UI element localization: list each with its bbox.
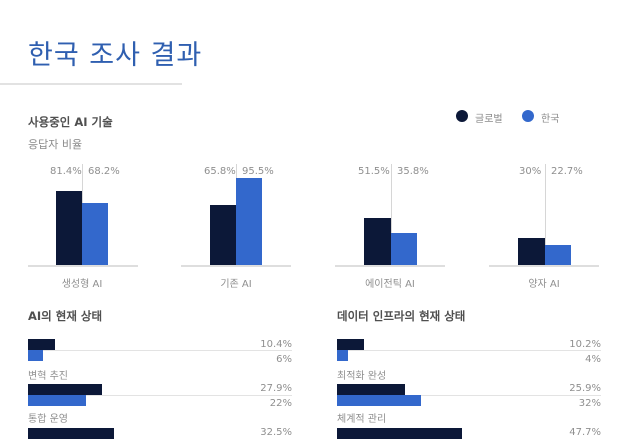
bar-korea	[545, 245, 571, 266]
hbar-korea	[337, 395, 421, 406]
category-label: 기존 AI	[220, 279, 252, 290]
category-label: 에이전틱 AI	[365, 279, 415, 290]
category-label: 양자 AI	[528, 279, 560, 290]
title-divider	[0, 83, 182, 85]
group-divider	[545, 164, 546, 266]
legend-global-label: 글로벌	[475, 114, 503, 125]
value-korea: 68.2%	[88, 166, 120, 177]
hbar-value-global: 32.5%	[260, 427, 292, 438]
bar-global	[364, 218, 391, 266]
section-title-ai-status: AI의 현재 상태	[28, 309, 103, 323]
value-global: 81.4%	[50, 166, 82, 177]
axis-baseline	[181, 265, 291, 267]
hbar-rule	[28, 395, 292, 396]
bar-korea	[82, 203, 108, 266]
section-title-data-infra: 데이터 인프라의 현재 상태	[337, 309, 466, 323]
value-global: 30%	[519, 166, 542, 177]
hbar-global	[28, 384, 102, 395]
axis-baseline	[335, 265, 445, 267]
value-korea: 95.5%	[242, 166, 274, 177]
hbar-global	[28, 428, 114, 439]
axis-baseline	[489, 265, 599, 267]
bar-global	[518, 238, 545, 266]
hbar-global	[337, 339, 364, 350]
hbar-global	[337, 384, 405, 395]
page-title: 한국 조사 결과	[28, 40, 203, 71]
hbar-value-global: 25.9%	[569, 383, 601, 394]
hbar-korea	[28, 395, 86, 406]
group-divider	[391, 164, 392, 266]
category-label: 생성형 AI	[61, 279, 103, 290]
bar-global	[56, 191, 82, 266]
legend-korea-label: 한국	[541, 114, 560, 125]
legend-korea-dot-icon	[522, 110, 534, 122]
axis-baseline	[28, 265, 138, 267]
hbar-global	[28, 339, 55, 350]
hbar-value-korea: 32%	[578, 398, 601, 409]
section-subtitle-ai-tech: 응답자 비율	[28, 138, 83, 151]
hbar-value-korea: 22%	[269, 398, 292, 409]
hbar-korea	[28, 350, 43, 361]
hbar-rule	[28, 350, 292, 351]
bar-global	[210, 205, 236, 266]
bar-korea	[391, 233, 417, 266]
hbar-value-global: 10.2%	[569, 339, 601, 350]
section-title-ai-tech: 사용중인 AI 기술	[28, 115, 113, 129]
bar-korea	[236, 178, 262, 266]
hbar-label: 최적화 완성	[337, 371, 387, 382]
hbar-value-global: 10.4%	[260, 339, 292, 350]
value-global: 65.8%	[204, 166, 236, 177]
value-korea: 35.8%	[397, 166, 429, 177]
hbar-label: 변혁 추진	[28, 371, 68, 382]
hbar-rule	[337, 395, 601, 396]
legend-global-dot-icon	[456, 110, 468, 122]
hbar-korea	[337, 350, 348, 361]
hbar-label: 체계적 관리	[337, 414, 387, 425]
hbar-rule	[337, 350, 601, 351]
value-global: 51.5%	[358, 166, 390, 177]
hbar-value-korea: 6%	[276, 354, 292, 365]
hbar-value-global: 47.7%	[569, 427, 601, 438]
hbar-label: 통합 운영	[28, 414, 68, 425]
hbar-value-korea: 4%	[585, 354, 601, 365]
hbar-global	[337, 428, 462, 439]
hbar-value-global: 27.9%	[260, 383, 292, 394]
value-korea: 22.7%	[551, 166, 583, 177]
